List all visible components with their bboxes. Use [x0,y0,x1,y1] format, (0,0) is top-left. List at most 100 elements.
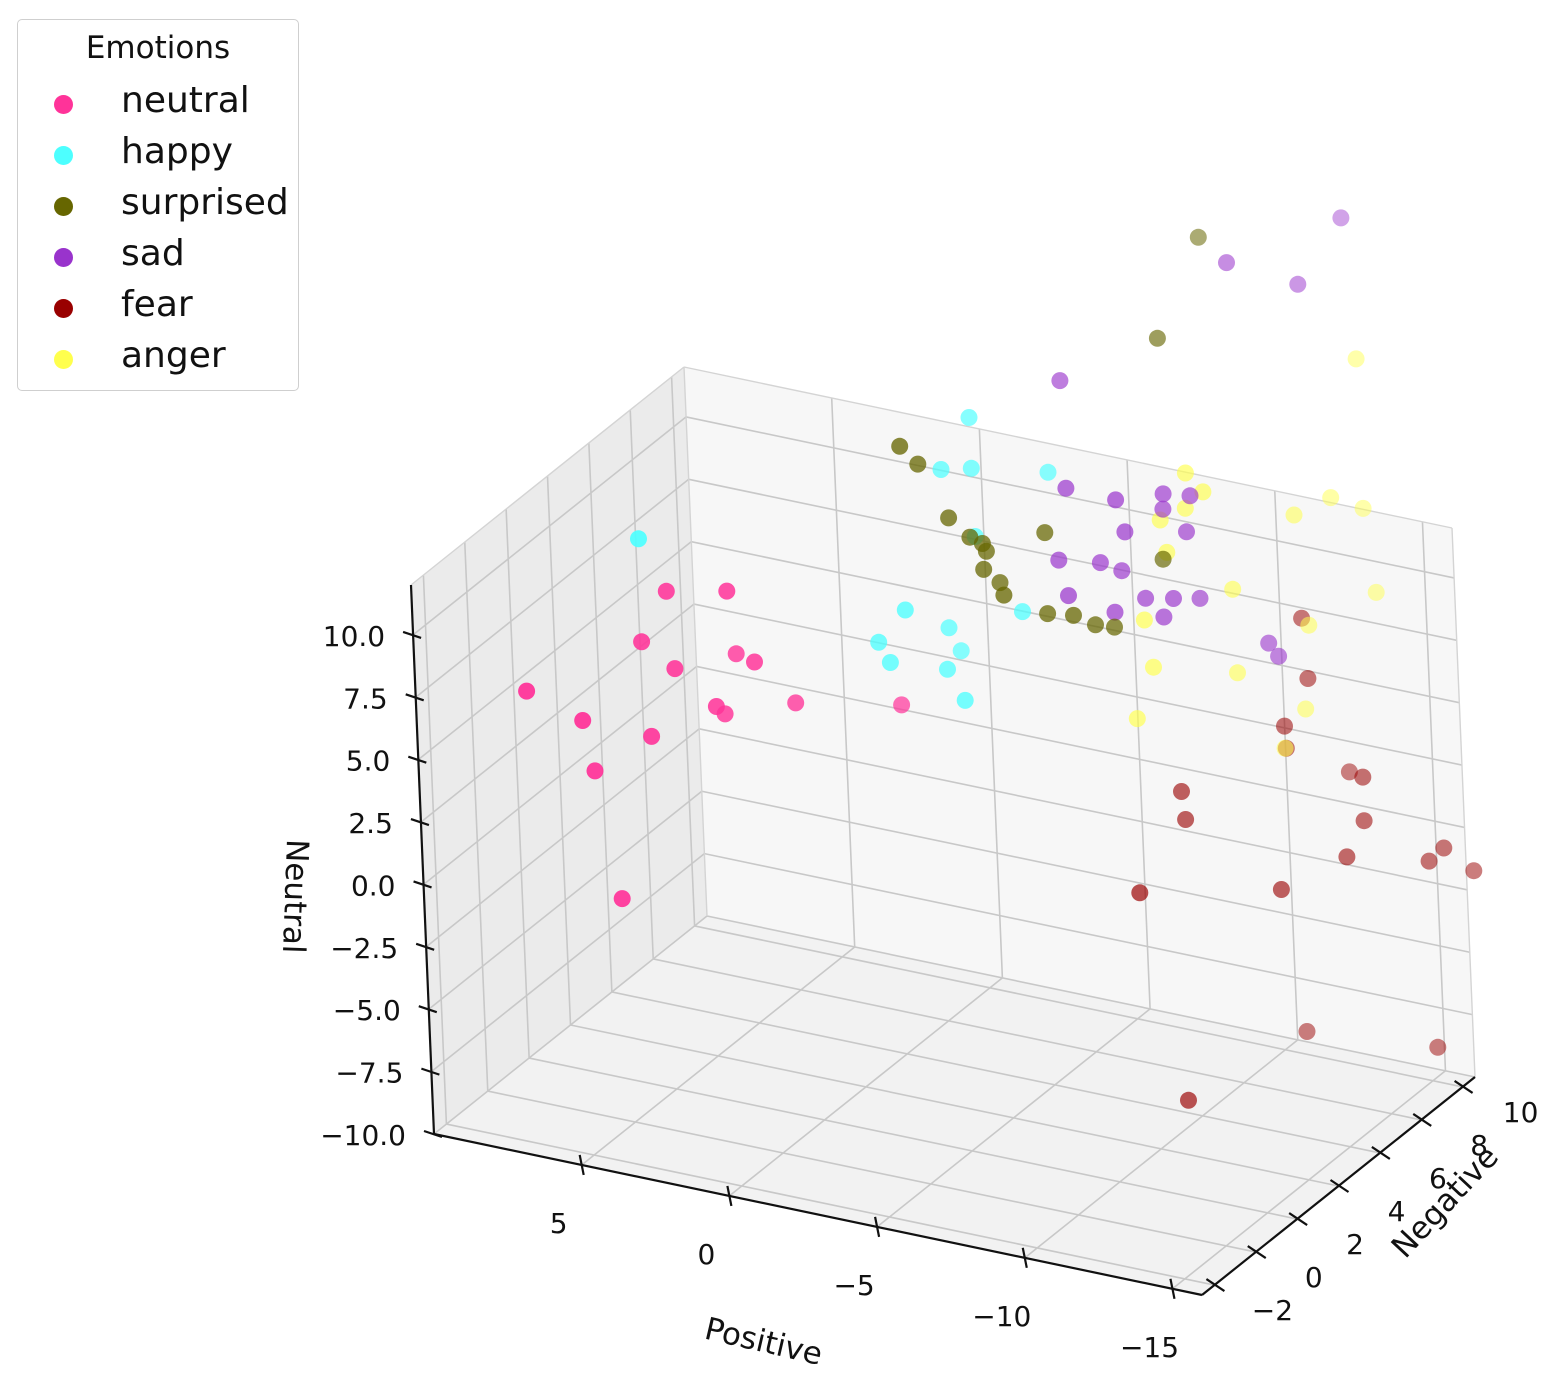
data-point-happy [881,654,899,671]
legend-label-neutral: neutral [121,80,250,121]
data-point-sad [1191,589,1209,607]
data-point-neutral [893,696,911,714]
z-tick-label: 2.5 [348,807,393,840]
data-point-neutral [643,727,661,745]
x-tick-label: 0 [697,1238,715,1271]
data-point-anger [1322,489,1340,507]
legend-item-surprised: surprised [18,182,298,228]
gridline-z-back [685,416,1455,579]
data-point-sad [1181,487,1199,505]
pane-edge [410,366,685,586]
data-point-sad [1178,523,1195,541]
data-point-happy [870,633,888,651]
data-point-sad [1060,587,1077,605]
y-tick-label: 0 [1305,1261,1323,1294]
data-point-fear [1338,848,1356,866]
gridline-y-floor [694,925,1463,1088]
data-point-happy [896,601,914,619]
y-tick-label: 6 [1429,1162,1447,1195]
y-tick-label: 2 [1346,1228,1364,1261]
data-point-sad [1154,500,1172,518]
data-point-neutral [718,582,736,600]
gridlines [410,366,1476,1290]
data-point-happy [939,660,956,678]
gridline-y-floor [487,1090,1256,1253]
pane-edge [683,366,708,917]
data-point-surprised [995,586,1013,604]
data-point-anger [1194,483,1212,501]
data-point-happy [956,691,974,709]
data-point-anger [1135,611,1153,629]
legend-marker-happy [54,146,73,165]
data-point-surprised [940,509,958,527]
gridline-z-back [693,603,1463,766]
data-point-happy [960,409,978,426]
data-point-anger [1367,583,1385,601]
legend-label-surprised: surprised [121,182,289,223]
legend-marker-neutral [54,95,73,114]
x-tick [873,1216,881,1238]
legend-marker-sad [54,248,73,267]
data-point-fear [1173,783,1190,800]
data-point-anger [1224,580,1242,598]
y-tick [1329,1179,1350,1193]
data-point-sad [1057,479,1075,497]
data-point-surprised [1189,228,1207,246]
y-tick-label: 8 [1470,1129,1488,1162]
z-tick [402,630,422,639]
z-tick-label: 0.0 [351,870,396,903]
gridline-y-left [588,442,613,993]
gridline-z-left [412,416,687,636]
data-point-fear [1355,812,1373,830]
x-tick-label: −15 [1120,1331,1179,1364]
axes [402,584,1476,1300]
data-point-sad [1155,608,1173,626]
x-tick [726,1185,733,1207]
data-point-neutral [518,682,536,700]
legend-item-neutral: neutral [18,80,298,126]
data-point-sad [1154,485,1172,503]
y-tick [1412,1113,1432,1127]
gridline-z-left [425,728,700,948]
gridline-z-left [433,915,708,1135]
data-point-fear [1340,763,1358,781]
z-tick-label: −10.0 [320,1119,406,1152]
data-point-surprised [1065,606,1082,624]
data-point-fear [1299,670,1317,687]
z-tick-label: 10.0 [323,620,385,653]
data-point-surprised [961,528,979,546]
data-point-sad [1137,589,1155,607]
y-tick [1288,1212,1308,1226]
data-point-neutral [727,645,745,663]
data-point-neutral [746,653,763,671]
z-tick-label: 5.0 [346,745,391,778]
data-point-happy [932,461,950,478]
z-tick [407,755,427,764]
z-tick [415,942,435,951]
gridline-x-back [830,397,856,947]
data-point-neutral [787,694,805,712]
data-point-sad [1165,590,1182,607]
y-tick [1453,1079,1474,1094]
gridline-x-back [1273,490,1299,1040]
data-point-anger [1176,464,1194,482]
gridline-y-floor [446,1123,1215,1286]
data-point-surprised [975,560,993,578]
gridline-y-floor [653,958,1422,1121]
legend-label-fear: fear [121,284,193,325]
gridline-y-left [546,475,572,1026]
data-point-surprised [1039,605,1057,623]
data-point-fear [1465,862,1483,880]
data-point-happy [940,619,958,637]
gridline-x-back [978,428,1004,978]
gridline-z-back [704,852,1473,1016]
data-point-surprised [1036,524,1054,542]
data-points [518,209,1483,1109]
legend: Emotions neutral happy surprised sad fear ang… [17,19,299,391]
data-point-sad [1116,523,1134,541]
legend-item-sad: sad [18,233,298,279]
y-tick-label: 4 [1388,1195,1406,1228]
z-tick [410,818,430,827]
data-point-sad [1107,491,1125,509]
legend-item-fear: fear [18,284,298,330]
